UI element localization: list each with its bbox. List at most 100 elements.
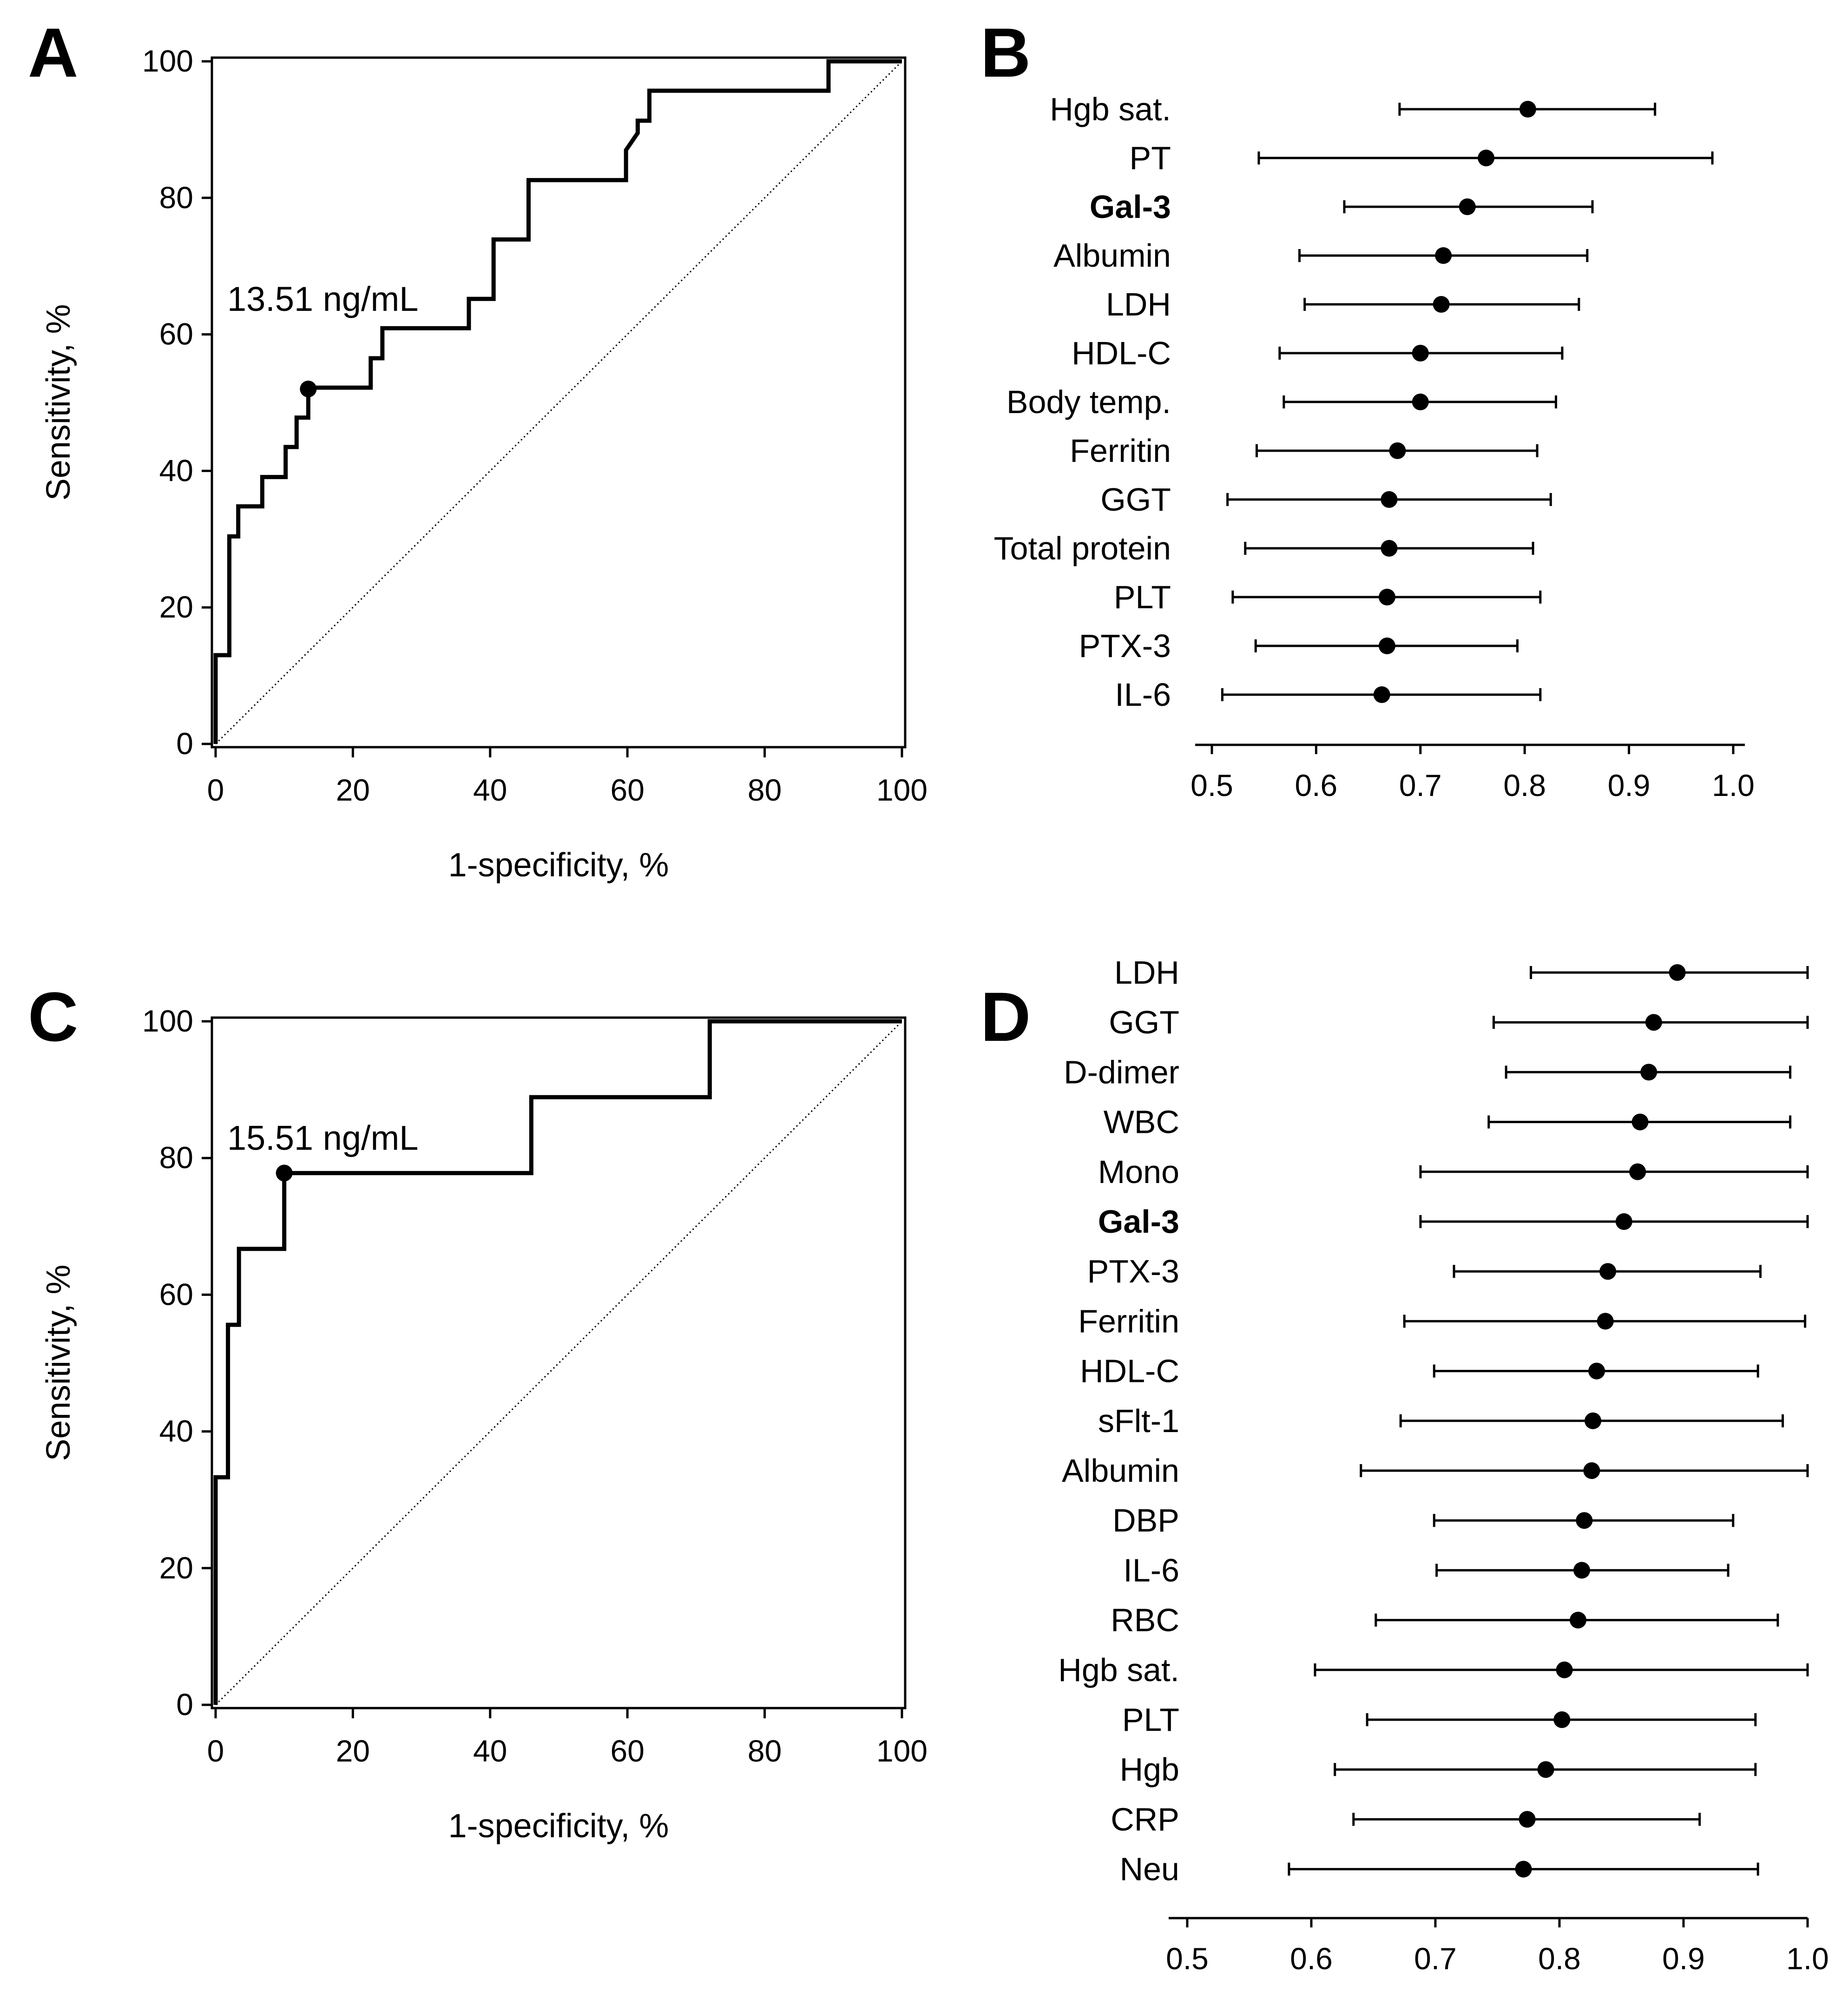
forest-row-label: GGT [1109, 1004, 1179, 1040]
x-tick-label: 100 [876, 773, 927, 807]
forest-row: GGT [1100, 481, 1552, 518]
x-tick-label: 0.8 [1503, 768, 1546, 802]
auc-point [1570, 1611, 1587, 1629]
forest-row-label: Ferritin [1078, 1303, 1179, 1339]
forest-row-label: Albumin [1053, 237, 1171, 274]
panel-c: C 0 20 40 60 80 100 0 20 40 60 80 100 1-specificity, … [28, 978, 927, 1845]
x-tick-label: 0.7 [1399, 768, 1442, 802]
auc-point [1519, 1811, 1536, 1828]
auc-point [1583, 1462, 1600, 1479]
forest-row-label: HDL-C [1080, 1353, 1179, 1389]
auc-point [1389, 442, 1406, 459]
auc-point [1459, 198, 1476, 215]
forest-row-label: LDH [1114, 954, 1179, 991]
y-tick-label: 80 [159, 180, 193, 215]
x-tick-label: 20 [336, 1734, 370, 1768]
forest-row-label: LDH [1106, 286, 1171, 322]
roc-curve [213, 59, 902, 744]
cutoff-point [276, 1164, 293, 1182]
x-tick-label: 0.7 [1414, 1941, 1457, 1976]
forest-row: Ferritin [1078, 1303, 1807, 1339]
y-tick-label: 60 [159, 1277, 193, 1311]
panel-letter-b: B [980, 13, 1031, 92]
forest-row: Mono [1098, 1154, 1809, 1190]
auc-point [1556, 1661, 1573, 1678]
forest-row-label: Total protein [994, 530, 1171, 566]
cutoff-label: 15.51 ng/mL [227, 1119, 418, 1157]
auc-point [1669, 964, 1686, 981]
forest-row: PLT [1114, 579, 1542, 615]
forest-row-label: Gal-3 [1090, 189, 1171, 225]
auc-point [1412, 394, 1429, 410]
x-axis-label: 1-specificity, % [448, 847, 669, 884]
auc-point [1373, 686, 1390, 703]
x-tick-label: 0.8 [1538, 1941, 1581, 1976]
y-tick-label: 100 [142, 44, 193, 78]
forest-row: RBC [1111, 1602, 1779, 1638]
forest-row-label: IL-6 [1123, 1552, 1179, 1588]
plot-frame [210, 1016, 907, 1709]
auc-point [1515, 1860, 1532, 1878]
forest-row: IL-6 [1115, 677, 1542, 713]
forest-row-label: Hgb sat. [1050, 91, 1171, 127]
forest-row: GGT [1109, 1004, 1809, 1040]
plot-frame [210, 56, 907, 749]
forest-row-label: PTX-3 [1079, 628, 1171, 664]
forest-row-label: PLT [1114, 579, 1171, 615]
reference-diagonal [215, 60, 903, 745]
panel-b: B 0.5 0.6 0.7 0.8 0.9 1.0 Hgb sat. PT Gal-3 Albumi… [980, 13, 1755, 802]
forest-row-label: RBC [1111, 1602, 1179, 1638]
forest-row-label: PTX-3 [1087, 1253, 1179, 1289]
auc-point [1576, 1512, 1593, 1529]
forest-row: Hgb sat. [1050, 91, 1657, 127]
auc-point [1588, 1362, 1605, 1380]
auc-point [1599, 1263, 1617, 1280]
y-axis-label: Sensitivity, % [40, 1265, 77, 1461]
x-tick-label: 0.6 [1295, 768, 1338, 802]
auc-point [1478, 150, 1495, 166]
auc-point [1640, 1064, 1657, 1081]
forest-row: LDH [1114, 954, 1809, 991]
forest-row: Albumin [1053, 237, 1589, 274]
forest-row-label: Body temp. [1006, 384, 1171, 420]
forest-row: PTX-3 [1087, 1253, 1762, 1289]
forest-row-label: Ferritin [1070, 433, 1171, 469]
forest-row-label: Neu [1120, 1851, 1179, 1887]
forest-row-label: DBP [1112, 1502, 1179, 1538]
forest-row: PLT [1122, 1702, 1757, 1738]
auc-point [1537, 1761, 1554, 1778]
panel-a: A 0 20 40 60 80 100 0 20 40 60 80 100 1-specificity, … [28, 13, 927, 884]
forest-row-label: D-dimer [1064, 1054, 1179, 1090]
x-tick-label: 100 [876, 1734, 927, 1768]
auc-point [1433, 296, 1450, 313]
auc-point [1378, 589, 1395, 605]
y-tick-label: 80 [159, 1140, 193, 1175]
x-tick-label: 80 [748, 773, 782, 807]
forest-row-label: sFlt-1 [1098, 1403, 1179, 1439]
y-tick-label: 100 [142, 1004, 193, 1038]
x-tick-label: 60 [610, 773, 644, 807]
forest-row: HDL-C [1072, 335, 1564, 371]
auc-point [1615, 1213, 1632, 1230]
auc-point [1573, 1562, 1591, 1579]
auc-point [1629, 1163, 1646, 1180]
x-tick-label: 0.6 [1290, 1941, 1333, 1976]
x-tick-label: 0 [207, 773, 224, 807]
roc-curve [213, 1019, 902, 1705]
forest-row-label: Mono [1098, 1154, 1179, 1190]
forest-row: Albumin [1062, 1453, 1809, 1489]
forest-row-label: WBC [1104, 1104, 1179, 1140]
y-tick-label: 20 [159, 1551, 193, 1585]
x-tick-label: 0.5 [1190, 768, 1233, 802]
forest-row: D-dimer [1064, 1054, 1792, 1090]
forest-row: DBP [1112, 1502, 1735, 1538]
y-tick-label: 20 [159, 590, 193, 624]
forest-row: PTX-3 [1079, 628, 1519, 664]
auc-point [1519, 101, 1536, 118]
y-tick-label: 60 [159, 317, 193, 351]
x-tick-label: 1.0 [1712, 768, 1755, 802]
auc-point [1381, 491, 1398, 508]
forest-row-label: Albumin [1062, 1453, 1179, 1489]
y-tick-label: 0 [176, 1687, 193, 1722]
